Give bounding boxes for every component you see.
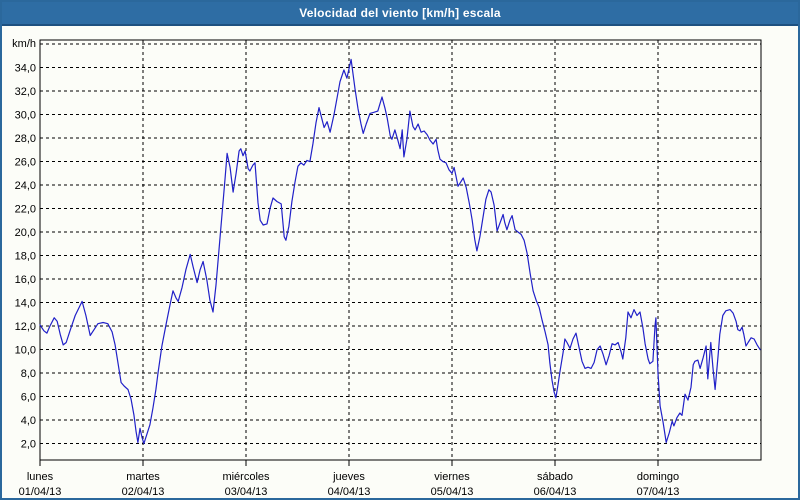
y-axis-tick-label: 32,0: [15, 86, 36, 98]
day-name-label: lunes: [27, 471, 54, 483]
y-axis-tick-label: 16,0: [15, 274, 36, 286]
y-axis-tick-label: 28,0: [15, 133, 36, 145]
y-axis-tick-label: 18,0: [15, 251, 36, 263]
day-date-label: 03/04/13: [225, 486, 268, 498]
y-axis-tick-label: 10,0: [15, 345, 36, 357]
chart-title: Velocidad del viento [km/h] escala: [299, 6, 501, 20]
day-date-label: 01/04/13: [19, 486, 62, 498]
title-bar: Velocidad del viento [km/h] escala: [2, 2, 798, 26]
y-axis-tick-label: 22,0: [15, 204, 36, 216]
plot-area: [40, 40, 761, 460]
y-axis-tick-label: 12,0: [15, 321, 36, 333]
day-name-label: domingo: [637, 471, 679, 483]
y-axis-unit-label: km/h: [12, 38, 36, 50]
day-date-label: 07/04/13: [637, 486, 680, 498]
y-axis-tick-label: 20,0: [15, 227, 36, 239]
day-date-label: 06/04/13: [534, 486, 577, 498]
day-name-label: viernes: [434, 471, 470, 483]
day-date-label: 04/04/13: [328, 486, 371, 498]
y-axis-tick-label: 4,0: [21, 415, 36, 427]
y-axis-tick-label: 8,0: [21, 368, 36, 380]
day-name-label: jueves: [332, 471, 365, 483]
chart-canvas: 2,0 4,0 6,0 8,0 10,0 12,0 14,0 16,0 18,0 20,0 22,0…: [12, 38, 762, 498]
y-axis-tick-label: 14,0: [15, 298, 36, 310]
day-name-label: sábado: [537, 471, 573, 483]
y-axis-tick-label: 34,0: [15, 63, 36, 75]
plot-border: [39, 39, 762, 461]
y-axis-tick-label: 26,0: [15, 157, 36, 169]
wind-speed-line: [39, 58, 761, 445]
y-axis-tick-label: 30,0: [15, 110, 36, 122]
y-axis-tick-label: 6,0: [21, 392, 36, 404]
day-name-label: miércoles: [222, 471, 270, 483]
day-date-label: 02/04/13: [122, 486, 165, 498]
day-date-label: 05/04/13: [431, 486, 474, 498]
y-axis-tick-label: 24,0: [15, 180, 36, 192]
y-axis-tick-label: 2,0: [21, 439, 36, 451]
day-name-label: martes: [126, 471, 160, 483]
